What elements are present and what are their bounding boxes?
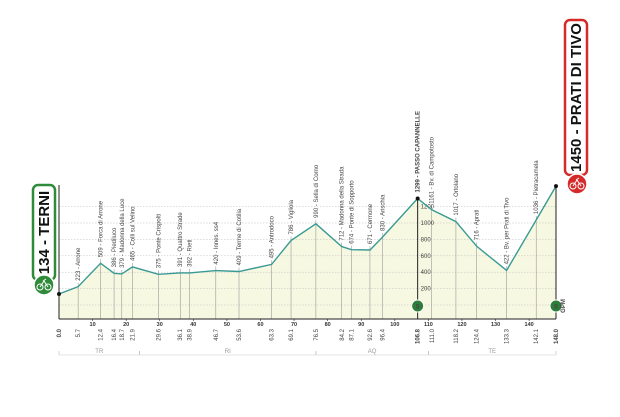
waypoint-label: 495 - Antrodoco (270, 215, 276, 258)
km-label: 133.3 (505, 328, 511, 344)
region-label: AQ (368, 349, 377, 355)
region-label: RI (225, 349, 231, 355)
km-label: 118.2 (454, 328, 460, 343)
region-label: TE (488, 349, 496, 355)
x-tick-label: 60 (257, 322, 263, 328)
start-badge-label: 134 - TERNI (36, 191, 53, 274)
finish-point (554, 184, 558, 189)
km-label: 5.7 (76, 328, 82, 337)
x-tick-label: 80 (325, 322, 331, 328)
x-tick-label: 100 (390, 322, 399, 328)
km-label: 87.1 (349, 328, 355, 340)
km-label: 36.1 (178, 328, 184, 340)
start-point (57, 292, 61, 297)
x-tick-label: 70 (291, 322, 297, 328)
km-label: 29.6 (156, 328, 162, 340)
x-tick-label: 30 (157, 322, 163, 328)
waypoint-label: 716 - Aprati (475, 210, 481, 241)
finish-bike-icon-frame (572, 177, 582, 187)
x-tick-label: 20 (123, 322, 129, 328)
waypoint-label: 420 - Innes. ss4 (214, 221, 220, 264)
waypoint-label: 391 - Quattro Strade (178, 212, 184, 267)
x-tick-label: 90 (358, 322, 364, 328)
x-tick-label: 120 (457, 322, 466, 328)
finish-bike-icon-wheel (569, 182, 577, 190)
waypoint-label: 674 - Ponte di Sopporto (349, 180, 355, 244)
start-bike-icon (33, 274, 55, 296)
km-label: 148.0 (554, 328, 560, 344)
waypoint-label: 223 - Arrone (76, 247, 82, 281)
start-bike-icon-wheel (44, 283, 52, 291)
km-label: 76.5 (314, 328, 320, 340)
x-tick-label: 40 (190, 322, 196, 328)
km-label: 96.4 (381, 328, 387, 340)
waypoint-label: 830 - Arischia (381, 194, 387, 231)
km-label: 106.8 (416, 328, 422, 344)
sprint-symbol: S (416, 305, 420, 311)
profile-line (58, 185, 557, 295)
km-label: 124.4 (475, 328, 481, 344)
km-label: 38.9 (188, 328, 194, 340)
waypoint-label: 409 - Terme di Cotilia (237, 208, 243, 265)
km-label: 111.0 (430, 328, 436, 343)
start-bike-icon-frame (39, 278, 49, 288)
y-tick-label: 1000 (421, 221, 435, 227)
x-tick-label: 110 (424, 322, 433, 328)
waypoint-label: 671 - Cermone (368, 203, 374, 244)
region-label: TR (95, 349, 104, 355)
y-tick-label: 600 (421, 254, 432, 260)
km-label: 53.6 (237, 328, 243, 340)
summit-point (415, 196, 420, 201)
waypoint-label: 392 - Rieti (188, 239, 194, 266)
y-tick-label: 200 (421, 287, 432, 293)
waypoint-label: 1161 - Bv. di Campotosto (430, 136, 436, 203)
km-label: 12.4 (99, 328, 105, 340)
waypoint-label: 465 - Colli sul Velino (131, 206, 137, 261)
km-label: 92.6 (368, 328, 374, 340)
x-tick-label: 130 (491, 322, 500, 328)
km-label: 21.9 (131, 328, 137, 340)
sprint-icon (411, 299, 425, 313)
km-label: 46.7 (214, 328, 220, 340)
km-label: 18.7 (120, 328, 126, 340)
sprint-symbol: S (554, 305, 558, 311)
finish-bike-icon (566, 173, 588, 195)
x-tick-label: 140 (525, 322, 534, 328)
km-label: 69.1 (289, 328, 295, 340)
waypoint-label: 712 - Madonna della Strada (340, 166, 346, 241)
sprint-icon (549, 299, 563, 313)
km-label: 63.3 (270, 328, 276, 340)
km-label: 84.2 (340, 328, 346, 340)
start-bike-icon-wheel (36, 283, 44, 291)
waypoint-label: 1017 - Ortolano (454, 173, 460, 215)
waypoint-label: 386 - Piediluco (112, 227, 118, 267)
finish-badge-label: 1450 - PRATI DI TIVO (568, 23, 585, 172)
waypoint-label: 379 - Madonna della Luce (120, 198, 126, 268)
waypoint-label: 422 - Bv. per Prati di Tivo (505, 197, 511, 265)
y-tick-label: 400 (421, 270, 432, 276)
x-tick-label: 50 (224, 322, 230, 328)
km-label: 16.4 (112, 328, 118, 340)
x-tick-label: 10 (90, 322, 96, 328)
waypoint-label: 990 - Sella di Corno (314, 164, 320, 218)
y-tick-label: 1200 (421, 205, 435, 211)
finish-bike-icon-wheel (577, 182, 585, 190)
waypoint-label: 375 - Ponte Crispolti (156, 214, 162, 268)
waypoint-label: 1299 - PASSO CAPANNELLE (416, 111, 422, 192)
waypoint-label: 1036 - Pietracamela (534, 160, 540, 214)
waypoint-label: 786 - Vigliola (289, 199, 295, 234)
y-tick-label: 800 (421, 237, 432, 243)
waypoint-label: 509 - Forca di Arrone (99, 200, 105, 257)
km-label: 142.1 (534, 328, 540, 344)
km-label: 0.0 (57, 328, 63, 337)
gpm-label: GPM (561, 299, 567, 313)
